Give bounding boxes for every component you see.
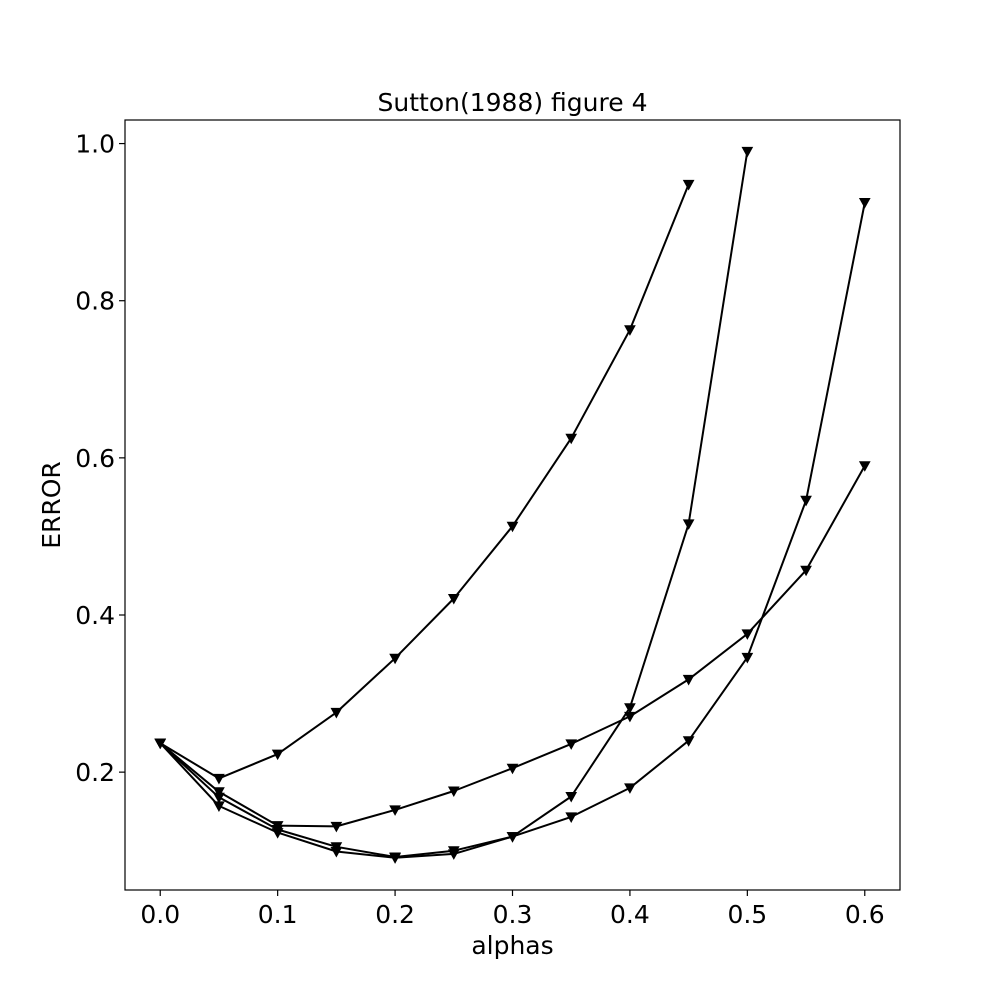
data-point-marker xyxy=(682,519,695,530)
data-point-marker xyxy=(389,853,401,864)
data-point-marker xyxy=(741,146,754,158)
data-point-marker xyxy=(858,461,871,472)
data-point-marker xyxy=(800,565,812,577)
x-tick-label: 0.0 xyxy=(140,900,180,929)
x-tick-label: 0.5 xyxy=(727,900,767,929)
data-point-marker xyxy=(565,792,578,803)
data-point-marker xyxy=(271,749,284,761)
data-point-marker xyxy=(682,179,695,191)
chart-title: Sutton(1988) figure 4 xyxy=(378,88,648,117)
data-point-marker xyxy=(506,832,519,843)
y-axis-ticks: 0.2 0.4 0.6 0.8 1.0 xyxy=(75,130,125,787)
data-point-marker xyxy=(858,198,871,209)
data-point-marker xyxy=(506,521,519,533)
data-point-marker xyxy=(800,495,812,507)
data-point-marker xyxy=(565,812,578,823)
data-point-marker xyxy=(447,594,460,605)
data-point-marker xyxy=(741,629,754,640)
data-point-marker xyxy=(565,739,578,750)
y-tick-label: 0.4 xyxy=(75,601,115,630)
data-point-marker xyxy=(330,821,343,833)
data-point-marker xyxy=(271,821,284,832)
data-point-marker xyxy=(213,773,225,785)
data-point-marker xyxy=(213,787,225,798)
data-point-marker xyxy=(330,847,343,858)
x-tick-label: 0.1 xyxy=(258,900,298,929)
y-tick-label: 0.8 xyxy=(75,287,115,316)
data-point-marker xyxy=(682,674,695,686)
data-point-marker xyxy=(624,783,636,794)
x-tick-label: 0.3 xyxy=(493,900,533,929)
data-point-marker xyxy=(741,652,754,664)
y-tick-label: 0.6 xyxy=(75,444,115,473)
series-line-1 xyxy=(159,184,690,780)
data-point-marker xyxy=(330,707,343,719)
data-point-marker xyxy=(389,805,401,816)
data-point-marker xyxy=(565,433,578,445)
x-tick-label: 0.2 xyxy=(375,900,415,929)
y-tick-label: 1.0 xyxy=(75,130,115,159)
data-point-marker xyxy=(389,653,401,665)
data-point-marker xyxy=(624,703,636,714)
y-tick-label: 0.2 xyxy=(75,758,115,787)
data-point-marker xyxy=(447,786,460,798)
data-point-marker xyxy=(624,325,636,336)
data-point-marker xyxy=(506,763,519,775)
x-tick-label: 0.6 xyxy=(845,900,885,929)
data-point-marker xyxy=(624,711,636,723)
y-axis-label: ERROR xyxy=(37,461,66,549)
data-point-marker xyxy=(154,738,167,750)
x-axis-label: alphas xyxy=(471,931,553,960)
data-point-marker xyxy=(213,801,225,812)
x-axis-ticks: 0.0 0.1 0.2 0.3 0.4 0.5 0.6 xyxy=(140,890,885,929)
plot-frame xyxy=(124,119,901,891)
x-tick-label: 0.4 xyxy=(610,900,650,929)
data-point-marker xyxy=(447,849,460,860)
data-point-marker xyxy=(682,736,695,747)
series-layer xyxy=(154,146,871,864)
